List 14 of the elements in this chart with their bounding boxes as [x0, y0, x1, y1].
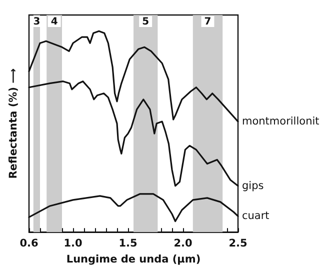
x-axis-title: Lungime de unda (μm) [66, 254, 201, 266]
series-label: gips [242, 180, 264, 192]
band-label: 5 [142, 16, 150, 28]
y-axis-title: Reflectanta (%) ⟶ [8, 68, 20, 179]
x-tick-label: 2.5 [228, 238, 248, 250]
band-label: 4 [50, 16, 58, 28]
x-tick-label: 0.6 [20, 238, 38, 250]
series-label: cuart [242, 210, 270, 222]
text: 1.0 [64, 238, 82, 250]
x-tick-label: 1.5 [118, 238, 138, 250]
text: 2.0 [174, 238, 192, 250]
series-label: montmorillonit [242, 116, 320, 128]
band-label: 7 [204, 16, 212, 28]
band-label: 3 [33, 16, 40, 28]
